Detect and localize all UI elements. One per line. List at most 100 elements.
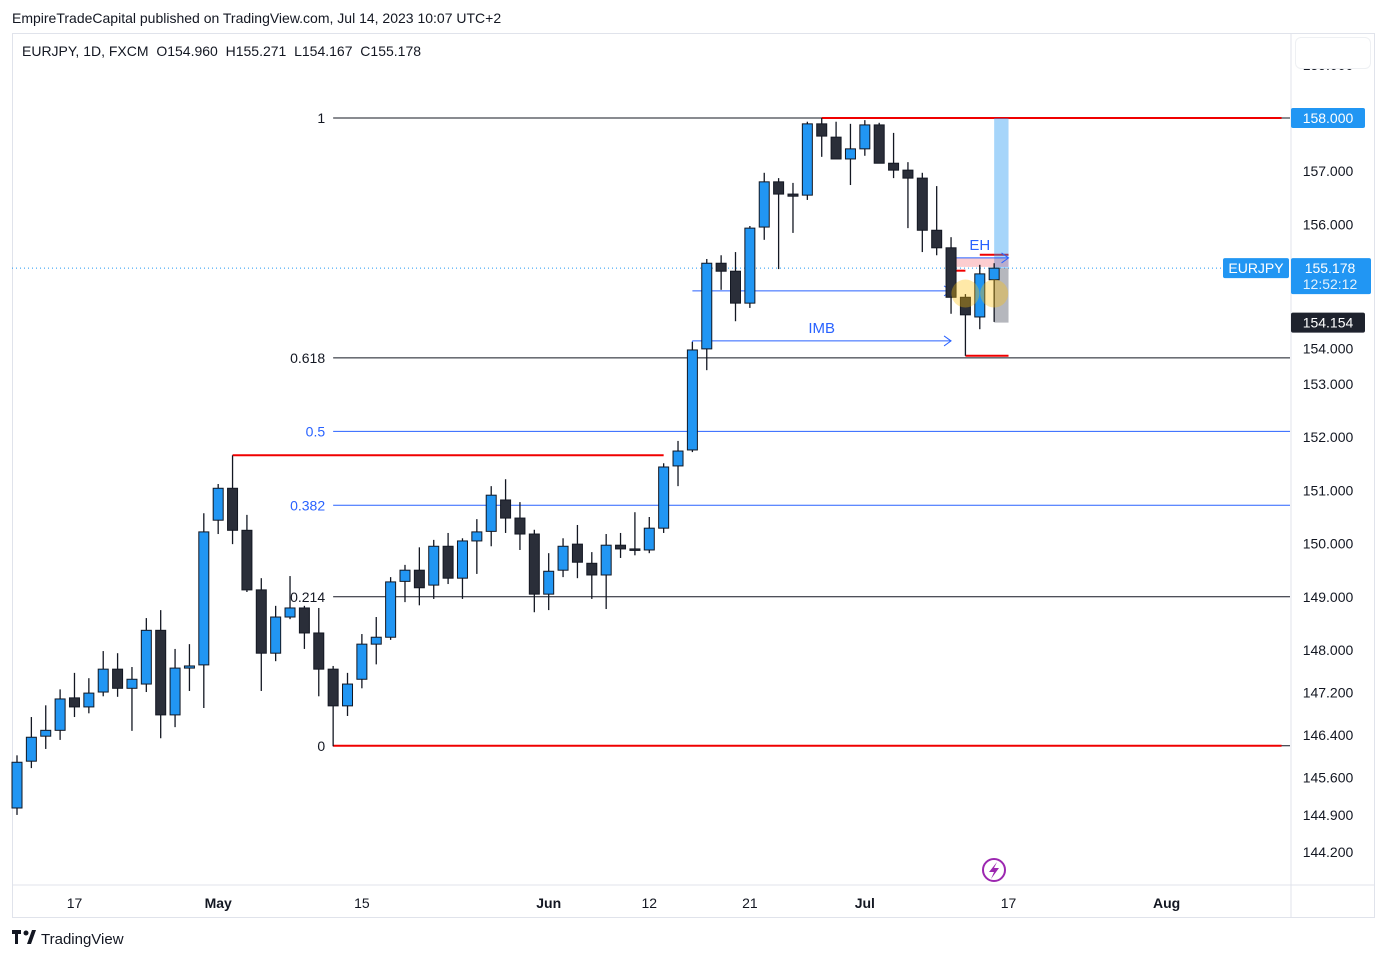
last-price-badge [1291,258,1371,295]
candle-bull [97,668,109,693]
legend-open: O154.960 [156,43,218,59]
price-axis-label: 150.000 [1303,536,1354,552]
symbol-label: EURJPY [1228,260,1284,276]
candle-bear [959,296,971,316]
candle-bear [227,487,239,531]
candle-bull [54,698,66,731]
chart-frame [12,33,1375,918]
drawings: IMB EH [232,117,1282,747]
price-axis-label: 151.000 [1303,482,1354,498]
candle-bull [701,262,713,350]
candle-bear [528,533,540,595]
candle-bull [859,124,871,150]
candle-bear [241,529,253,591]
time-axis-label: 17 [67,895,83,911]
target-zone [994,118,1009,269]
candle-bull [370,636,382,645]
candle-bear [298,607,310,634]
fib-level-label: 0.5 [306,423,326,439]
candle-bear [715,262,727,272]
candle-bull [658,466,670,529]
time-axis-label: May [205,895,232,911]
price-axis-settings-button[interactable] [1295,37,1371,69]
candle-bear [902,169,914,179]
candle-bear [945,247,957,298]
annotation-label: EH [969,237,990,254]
candle-bull [212,487,224,521]
price-axis-label: 153.000 [1303,376,1354,392]
price-axis-label: 152.000 [1303,429,1354,445]
candle-bull [471,531,483,542]
candle-bull [169,667,181,716]
candle-bear [68,697,80,708]
time-axis: 17 May 15 Jun 12 21 Jul 17 Aug [12,858,1375,911]
candle-bear [586,562,598,576]
publisher-line: EmpireTradeCapital published on TradingV… [12,10,502,26]
symbol-price-badge [1223,258,1289,279]
candle-bear [773,181,785,195]
price-axis-label: 146.400 [1303,727,1354,743]
price-axis-label: 147.200 [1303,685,1354,701]
bar-countdown-label: 12:52:12 [1303,276,1358,292]
arrow-head-icon [1001,252,1010,264]
candle-bear [442,545,454,579]
tradingview-logo-icon [12,930,36,948]
last-price-label: 155.178 [1305,260,1356,276]
time-axis-label: Jul [855,895,875,911]
candle-bull [399,569,411,582]
candle-bull [456,540,468,579]
legend-low: L154.167 [294,43,353,59]
candle-bull [428,545,440,586]
candle-bull [284,607,296,618]
candle-bull [342,683,354,707]
candle-bull [643,527,655,551]
candle-bull [126,678,138,689]
time-axis-label: 12 [641,895,657,911]
candle-bull [385,581,397,638]
arrow-head-icon [943,335,952,347]
time-axis-label: 15 [354,895,370,911]
candle-bull [140,629,152,685]
fib-level-label: 0.618 [290,350,325,366]
candle-bear [888,162,900,171]
time-axis-label: 21 [742,895,758,911]
candle-bull [758,181,770,228]
price-axis-label: 148.000 [1303,642,1354,658]
fib-level-label: 1 [317,110,325,126]
candle-bull [672,450,684,467]
fib-level-label: 0 [317,738,325,754]
candle-bear [155,629,167,716]
candle-bull [183,665,195,669]
stop-zone [994,268,1009,323]
candles [11,118,1000,815]
legend-close: C155.178 [360,43,422,59]
candle-bear [255,589,267,654]
marker-price-label: 154.154 [1303,315,1354,331]
candle-bull [25,736,37,762]
candle-bear [327,668,339,707]
candle-bull [600,544,612,576]
highlight-circle [951,279,980,308]
candle-bear [112,668,124,689]
price-axis-label: 144.200 [1303,844,1354,860]
highlight-circle [980,279,1009,308]
candle-bull [686,349,698,451]
candle-bear [615,544,627,550]
candle-bull [485,494,497,532]
footer: TradingView [12,930,124,948]
candle-bear [413,569,425,589]
marker-price-badge [1291,312,1365,333]
candle-bear [816,123,828,137]
candle-bull [356,643,368,680]
candle-bear [931,229,943,249]
symbol-legend: EURJPY, 1D, FXCM O154.960 H155.271 L154.… [22,43,421,59]
candle-bear [916,177,928,231]
legend-high: H155.271 [225,43,287,59]
annotation-label: IMB [808,320,835,337]
candle-bear [629,548,641,551]
eh-zone [951,257,1009,267]
fib-levels: 1 0.618 0.5 0.382 0.214 0 [12,110,1290,754]
candle-bear [313,632,325,670]
candle-bull [801,123,813,196]
